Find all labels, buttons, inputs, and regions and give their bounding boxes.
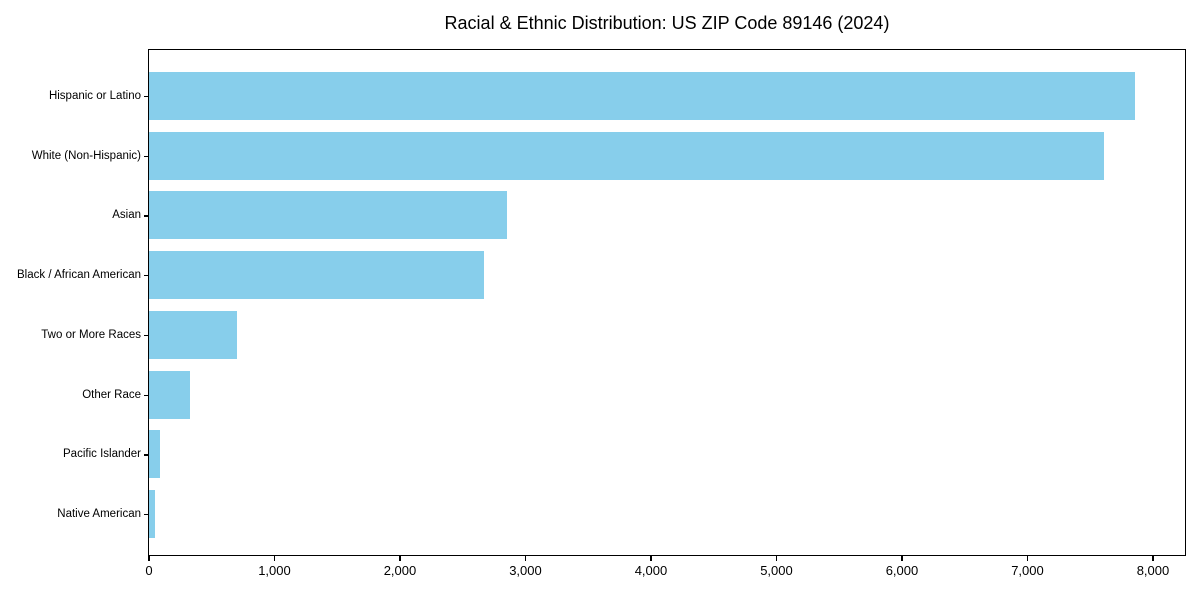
x-tick-mark — [1026, 556, 1029, 561]
y-tick-mark — [143, 215, 148, 217]
x-tick-mark — [650, 556, 652, 561]
y-tick-label: Two or More Races — [41, 328, 141, 341]
y-tick-label: Black / African American — [17, 269, 141, 282]
bar-black-african-american — [149, 251, 485, 300]
x-tick-mark — [1152, 556, 1154, 561]
y-tick-mark — [143, 275, 148, 277]
x-tick-label: 2,000 — [383, 563, 417, 578]
y-tick-label: Native American — [57, 508, 141, 521]
x-tick-mark — [399, 556, 401, 561]
bar-asian — [149, 191, 507, 240]
x-tick-mark — [901, 556, 903, 561]
y-tick-label: Other Race — [82, 388, 141, 401]
y-tick-label: Hispanic or Latino — [48, 89, 141, 102]
bar-row — [149, 305, 1185, 365]
bar-row — [149, 126, 1185, 186]
chart-title: Racial & Ethnic Distribution: US ZIP Cod… — [444, 13, 890, 33]
bar-pacific-islander — [149, 430, 160, 479]
bar-row — [149, 365, 1185, 425]
y-tick-label: Asian — [112, 209, 141, 222]
x-tick-label: 0 — [145, 563, 153, 578]
bar-hispanic-or-latino — [149, 71, 1136, 120]
y-tick-label: Pacific Islander — [63, 448, 141, 461]
x-tick-label: 5,000 — [760, 563, 793, 578]
x-tick-mark — [273, 556, 276, 561]
bar-row — [149, 245, 1185, 305]
bar-native-american — [149, 490, 155, 539]
x-tick-label: 1,000 — [258, 563, 291, 578]
y-tick-mark — [143, 334, 148, 337]
x-tick-mark — [775, 556, 778, 561]
y-tick-mark — [143, 155, 148, 157]
y-tick-mark — [143, 95, 148, 98]
x-tick-mark — [524, 556, 527, 561]
bar-row — [149, 66, 1185, 126]
bars-container — [149, 66, 1185, 544]
bar-row — [149, 484, 1185, 544]
y-tick-mark — [143, 454, 148, 456]
bar-two-or-more-races — [149, 310, 237, 359]
y-tick-mark — [143, 394, 148, 396]
bar-row — [149, 186, 1185, 246]
x-tick-label: 6,000 — [885, 563, 919, 578]
x-tick-mark — [148, 556, 150, 561]
x-tick-label: 7,000 — [1011, 563, 1044, 578]
plot-area — [148, 49, 1186, 556]
y-tick-mark — [143, 514, 148, 516]
y-tick-label: White (Non-Hispanic) — [31, 149, 141, 162]
bar-white-non-hispanic — [149, 131, 1105, 180]
x-tick-label: 4,000 — [634, 563, 668, 578]
x-tick-label: 3,000 — [509, 563, 542, 578]
bar-other-race — [149, 370, 191, 419]
x-tick-label: 8,000 — [1136, 563, 1170, 578]
bar-row — [149, 425, 1185, 485]
